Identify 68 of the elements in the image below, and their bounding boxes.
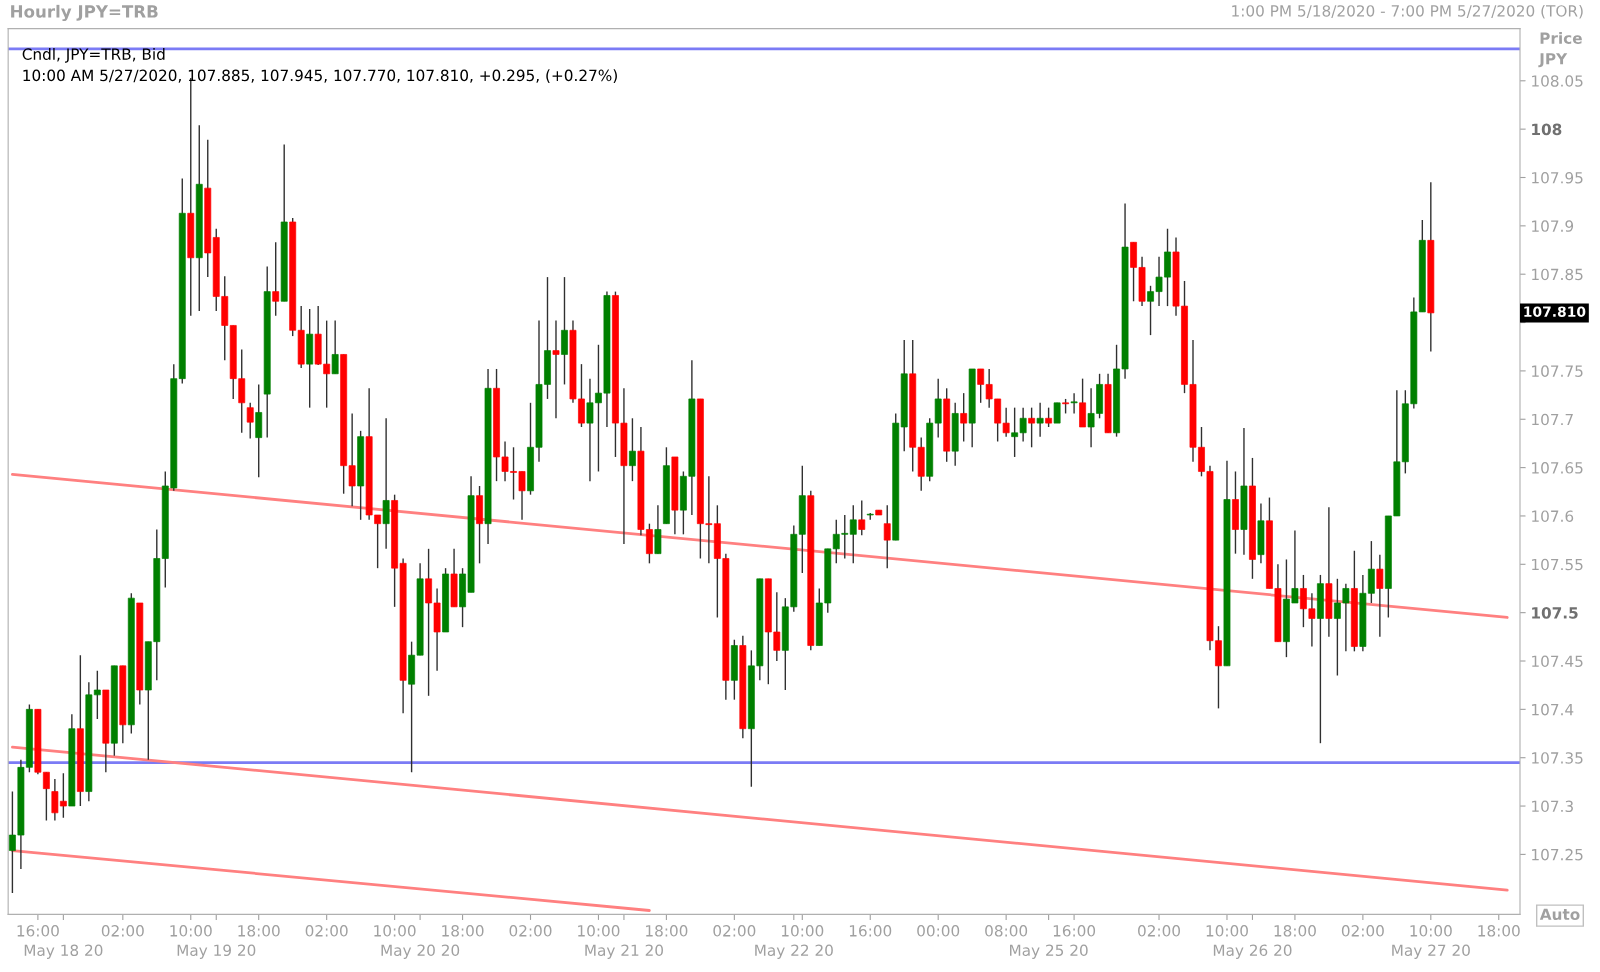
x-tick-label: 18:00 xyxy=(1478,925,1520,937)
y-tick-label: 107.45 xyxy=(1532,655,1583,668)
chart-subtitle: 1:00 PM 5/18/2020 - 7:00 PM 5/27/2020 (TOR) xyxy=(1232,4,1583,19)
y-tick-label: 108 xyxy=(1532,123,1562,136)
x-tick-label: May 22 20 xyxy=(755,944,833,959)
x-tick-label: 18:00 xyxy=(442,925,484,937)
candlestick xyxy=(1028,406,1036,448)
x-tick-label: 18:00 xyxy=(646,925,688,937)
x-tick-label: May 20 20 xyxy=(381,944,460,959)
x-tick-label: 08:00 xyxy=(985,925,1028,937)
text: Auto xyxy=(1539,908,1580,921)
text: 107.810 xyxy=(1524,306,1586,317)
x-tick-label: May 21 20 xyxy=(585,944,664,959)
candlestick xyxy=(1070,392,1078,415)
y-tick-label: 107.75 xyxy=(1532,365,1583,377)
y-tick-label: 107.5 xyxy=(1532,607,1578,619)
candlestick xyxy=(382,417,390,550)
y-tick-label: 107.25 xyxy=(1532,848,1583,861)
y-tick-label: 107.6 xyxy=(1532,510,1574,522)
x-tick-label: 18:00 xyxy=(238,925,280,937)
annotation: 10:00 AM 5/27/2020, 107.885, 107.945, 107.770, 107.810, +0.295, (+0.27%) xyxy=(23,69,617,83)
x-tick-label: 02:00 xyxy=(1138,925,1181,937)
candlestick xyxy=(1053,402,1061,424)
candlestick xyxy=(552,319,560,419)
y-tick-label: 107.85 xyxy=(1532,268,1583,281)
y-tick-label: 108.05 xyxy=(1532,75,1583,87)
x-tick-label: 16:00 xyxy=(1053,925,1096,937)
y-tick-label: 107.4 xyxy=(1532,703,1574,716)
y-tick-label: 107.65 xyxy=(1532,462,1583,474)
candlestick xyxy=(1036,402,1044,438)
y-axis-title: Price JPY xyxy=(1538,32,1582,68)
y-tick-label: 107.35 xyxy=(1532,752,1583,764)
candlestick xyxy=(883,504,891,569)
x-tick-label: 16:00 xyxy=(17,925,59,937)
y-tick-label: 107.95 xyxy=(1532,171,1583,184)
x-tick-label: 02:00 xyxy=(101,925,144,937)
x-tick-label: 18:00 xyxy=(1274,925,1316,937)
x-tick-label: 10:00 xyxy=(781,925,824,937)
candlestick xyxy=(331,319,339,375)
candlestick xyxy=(858,499,866,536)
x-tick-label: May 25 20 xyxy=(1010,944,1088,959)
y-tick-label: 107.55 xyxy=(1532,558,1583,571)
candlestick xyxy=(272,241,280,317)
x-tick-label: 10:00 May 27 20 xyxy=(1392,925,1470,959)
x-tick-label: May 26 20 xyxy=(1213,944,1292,959)
x-tick-label: 02:00 xyxy=(305,925,348,937)
chart-title: Hourly JPY=TRB xyxy=(11,4,158,22)
candlestick xyxy=(1045,406,1053,428)
x-tick-label: May 19 20 xyxy=(177,944,256,959)
x-tick-label: 02:00 xyxy=(509,925,552,937)
y-tick-label: 107.3 xyxy=(1532,800,1573,813)
candlestick xyxy=(1376,553,1384,638)
candlestick xyxy=(629,417,636,482)
x-tick-label: 10:00 xyxy=(170,925,212,937)
candlestick xyxy=(246,402,254,440)
x-tick-label: May 18 20 xyxy=(24,944,103,959)
y-tick-label: 107.9 xyxy=(1532,220,1574,232)
x-tick-label: 02:00 xyxy=(713,925,756,937)
annotation: Cndl, JPY=TRB, Bid xyxy=(22,48,165,63)
x-tick-label: 10:00 xyxy=(578,925,620,937)
x-tick-label: 02:00 xyxy=(1341,925,1384,937)
candlestick xyxy=(849,504,857,565)
x-tick-label: 10:00 xyxy=(1206,925,1248,937)
y-tick-label: 107.7 xyxy=(1532,413,1573,426)
candlestick xyxy=(960,392,968,443)
x-tick-label: 10:00 xyxy=(374,925,416,937)
x-tick-label: 00:00 xyxy=(917,925,960,937)
x-tick-label: 16:00 xyxy=(849,925,892,937)
